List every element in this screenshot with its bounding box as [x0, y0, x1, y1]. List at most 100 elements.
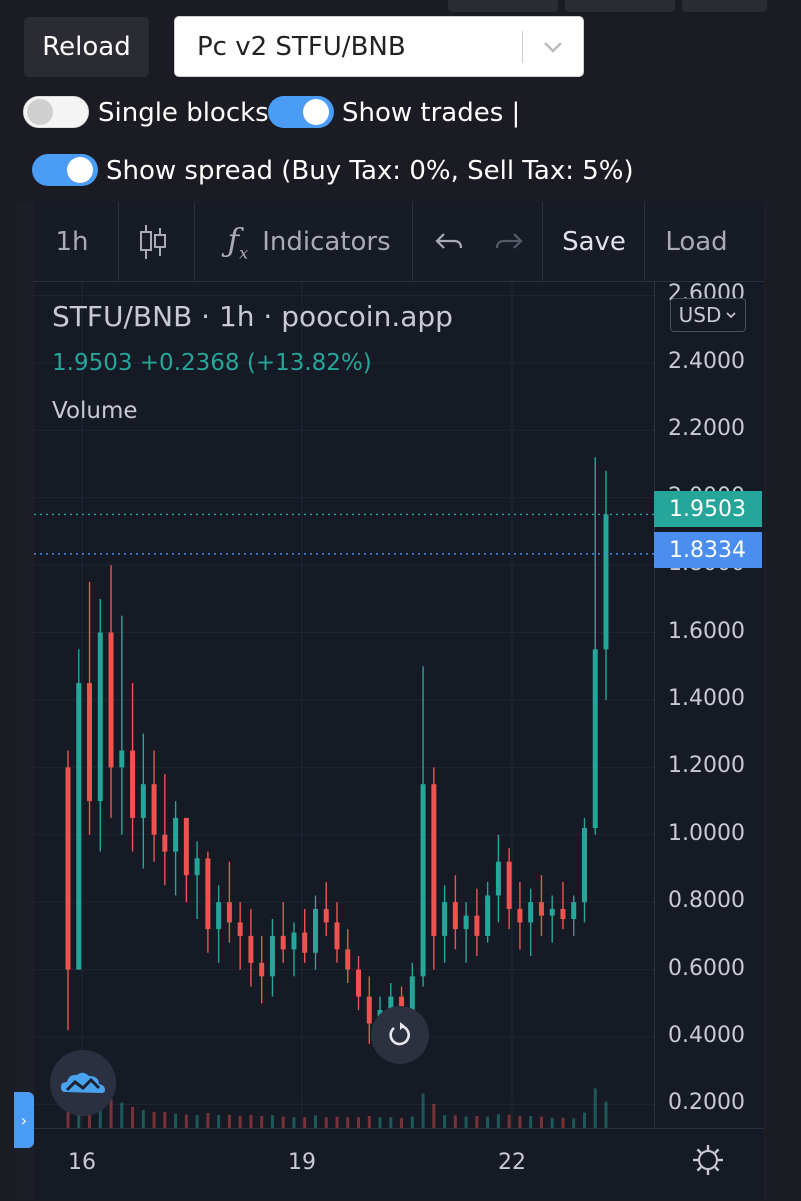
candle-body	[581, 828, 587, 903]
candle-body	[571, 902, 577, 920]
show-trades-toggle[interactable]	[268, 96, 334, 128]
volume-bar	[410, 1116, 414, 1128]
candle-body	[538, 902, 544, 916]
volume-bar	[453, 1115, 457, 1128]
volume-bar	[238, 1116, 242, 1128]
volume-bar	[227, 1114, 231, 1128]
gear-icon[interactable]	[690, 1142, 726, 1178]
candle-body	[226, 902, 232, 923]
expand-sidebar-tab[interactable]: ›	[14, 1092, 34, 1148]
ohlc-legend: 1.9503 +0.2368 (+13.82%)	[52, 350, 372, 376]
pair-select[interactable]: Pc v2 STFU/BNB	[174, 16, 584, 77]
redo-button[interactable]	[484, 202, 534, 281]
volume-bar	[163, 1112, 167, 1128]
candle-body	[517, 908, 523, 923]
candle-body	[291, 932, 297, 950]
reset-chart-button[interactable]	[371, 1006, 429, 1064]
volume-legend: Volume	[52, 398, 138, 424]
volume-bar	[475, 1116, 479, 1128]
price-tick-label: 2.2000	[668, 416, 745, 442]
candle-body	[463, 915, 469, 930]
candle-type-button[interactable]	[118, 202, 188, 281]
candle-body	[259, 962, 265, 977]
candle-body	[420, 784, 426, 977]
last-price-tag: 1.9503	[654, 491, 762, 527]
price-axis[interactable]	[654, 282, 765, 1128]
spread-price-tag: 1.8334	[654, 532, 762, 568]
volume-bar	[582, 1112, 586, 1128]
redo-icon	[495, 232, 523, 249]
volume-bar	[550, 1117, 554, 1128]
price-tick-label: 0.6000	[668, 955, 745, 981]
candle-body	[592, 649, 598, 829]
volume-bar	[324, 1117, 328, 1128]
toggle-knob	[67, 157, 93, 183]
indicators-label: Indicators	[262, 226, 391, 257]
chevron-right-icon: ›	[20, 1110, 28, 1130]
select-divider	[522, 30, 523, 63]
volume-bar	[109, 1099, 113, 1128]
toolbar-divider	[194, 202, 195, 281]
indicators-button[interactable]: ƒx Indicators	[209, 202, 409, 281]
time-axis[interactable]	[34, 1128, 764, 1201]
time-tick-label: 22	[498, 1150, 526, 1175]
time-tick-label: 16	[68, 1150, 96, 1175]
candle-body	[205, 858, 211, 930]
volume-bar	[206, 1113, 210, 1128]
save-button[interactable]: Save	[562, 226, 626, 257]
single-blocks-toggle[interactable]	[23, 96, 89, 128]
toolbar-divider	[644, 202, 645, 281]
candle-body	[183, 817, 189, 876]
volume-bar	[152, 1112, 156, 1128]
candle-body	[248, 935, 254, 963]
candle-body	[237, 922, 243, 936]
reload-button[interactable]: Reload	[24, 17, 149, 77]
volume-bar	[270, 1115, 274, 1128]
candle-body	[140, 784, 146, 818]
tradingview-logo[interactable]	[50, 1050, 116, 1116]
volume-bar	[346, 1117, 350, 1128]
chart-symbol-legend: STFU/BNB · 1h · poocoin.app	[52, 300, 453, 333]
top-tab-stub	[448, 0, 558, 12]
candle-body	[560, 908, 566, 920]
toggle-knob	[27, 99, 53, 125]
volume-bar	[120, 1102, 124, 1128]
price-tick-label: 1.4000	[668, 685, 745, 711]
load-button[interactable]: Load	[665, 226, 728, 257]
currency-label: USD	[678, 303, 722, 327]
price-tick-label: 2.4000	[668, 348, 745, 374]
undo-button[interactable]	[424, 202, 474, 281]
price-tick-label: 0.8000	[668, 888, 745, 914]
volume-bar	[561, 1117, 565, 1128]
candle-body	[431, 784, 437, 936]
chart-toolbar: 1h ƒx Indicators Save Load	[34, 202, 764, 282]
currency-button[interactable]: USD	[670, 298, 746, 332]
candle-body	[334, 922, 340, 950]
candle-body	[345, 949, 351, 970]
candle-body	[323, 908, 329, 923]
candlestick-chart[interactable]	[34, 282, 654, 1128]
volume-bar	[174, 1113, 178, 1128]
candle-body	[312, 908, 318, 953]
candle-body	[495, 861, 501, 896]
show-spread-toggle[interactable]	[32, 154, 98, 186]
single-blocks-label: Single blocks	[98, 98, 269, 128]
candle-body	[528, 902, 534, 923]
volume-bar	[421, 1093, 425, 1128]
candle-body	[87, 683, 93, 802]
volume-bar	[496, 1114, 500, 1128]
toolbar-divider	[542, 202, 543, 281]
candle-body	[108, 632, 114, 768]
toolbar-divider	[118, 202, 119, 281]
candle-body	[603, 514, 609, 650]
volume-bar	[572, 1118, 576, 1128]
candle-body	[194, 858, 200, 876]
toolbar-divider	[412, 202, 413, 281]
candle-body	[280, 935, 286, 950]
volume-bar	[98, 1099, 102, 1128]
toggle-knob	[303, 99, 329, 125]
interval-button[interactable]: 1h	[55, 226, 89, 257]
pair-select-value: Pc v2 STFU/BNB	[197, 31, 406, 62]
candle-body	[452, 902, 458, 930]
chevron-down-icon[interactable]	[523, 17, 583, 76]
